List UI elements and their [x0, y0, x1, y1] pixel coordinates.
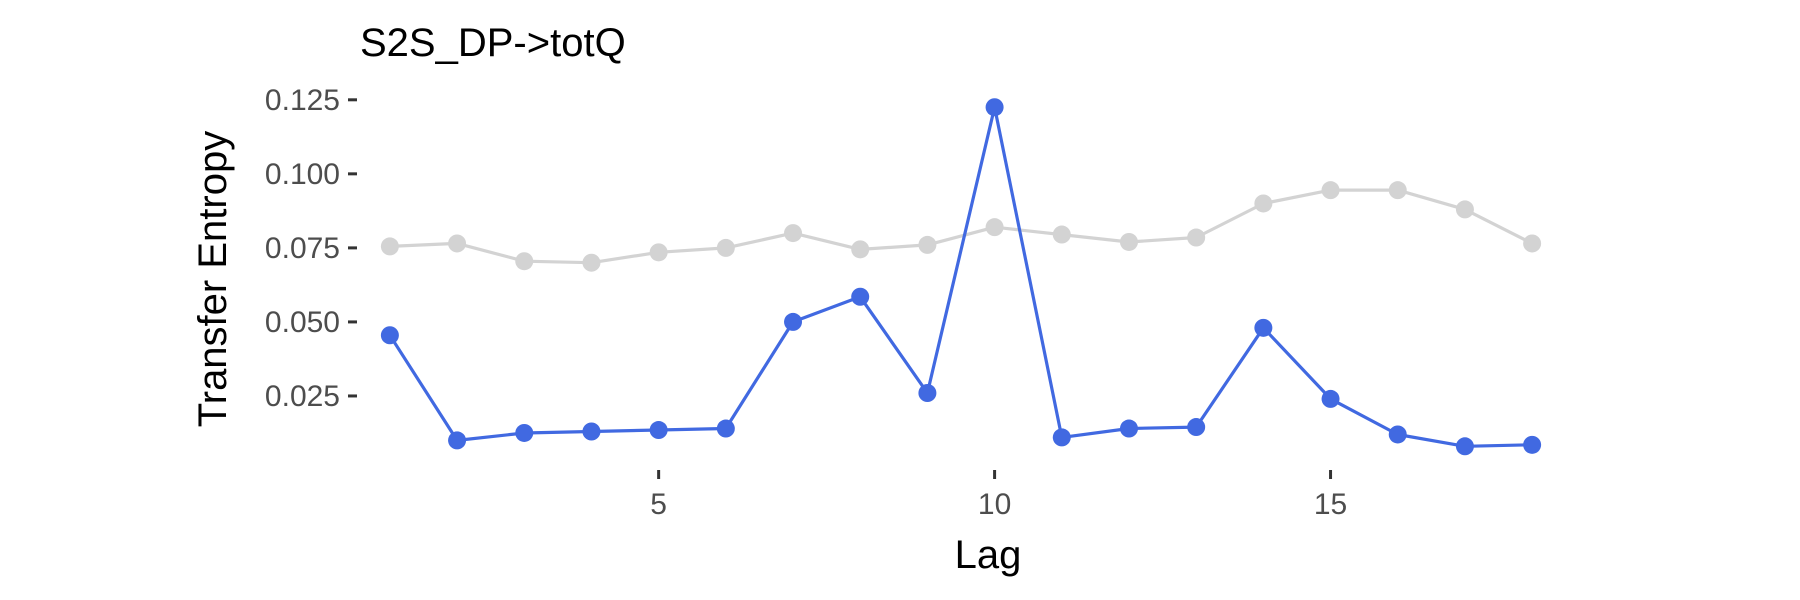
data-point: [784, 224, 803, 243]
data-point: [1119, 232, 1138, 251]
y-axis-label: Transfer Entropy: [191, 131, 235, 427]
data-point: [1187, 418, 1206, 437]
data-point: [1388, 425, 1407, 444]
y-tick-label: 0.125: [265, 84, 340, 117]
data-point: [1119, 419, 1138, 438]
data-point: [918, 235, 937, 254]
data-point: [1254, 194, 1273, 213]
data-point: [1052, 428, 1071, 447]
data-point: [985, 218, 1004, 237]
x-tick-label: 5: [650, 488, 667, 521]
data-point: [380, 326, 399, 345]
data-point: [1523, 234, 1542, 253]
series-line: [388, 105, 1534, 448]
data-point: [716, 238, 735, 257]
data-point: [1254, 318, 1273, 337]
data-point: [1052, 225, 1071, 244]
data-point: [582, 253, 601, 272]
data-point: [515, 423, 534, 442]
y-tick-label: 0.050: [265, 306, 340, 339]
data-point: [582, 422, 601, 441]
data-point: [1455, 200, 1474, 219]
data-point: [918, 384, 937, 402]
data-point: [649, 421, 668, 440]
series-layer: [380, 98, 1542, 456]
x-axis-label: Lag: [955, 533, 1022, 577]
data-point: [1523, 435, 1542, 454]
data-point: [1388, 181, 1407, 200]
chart-title: S2S_DP->totQ: [360, 21, 626, 65]
data-point: [1321, 181, 1340, 200]
data-point: [515, 252, 534, 271]
data-point: [716, 419, 735, 438]
data-point: [649, 243, 668, 262]
data-point: [1187, 228, 1206, 247]
y-tick-label: 0.075: [265, 232, 340, 265]
data-point: [851, 240, 870, 259]
data-point: [985, 98, 1004, 117]
series-line: [388, 188, 1534, 265]
data-point: [448, 234, 467, 253]
y-axis: 0.025 0.050 0.075 0.100 0.125: [265, 84, 357, 413]
y-tick-label: 0.100: [265, 158, 340, 191]
data-point: [1455, 437, 1474, 456]
data-point: [380, 237, 399, 256]
x-tick-label: 15: [1314, 488, 1347, 521]
x-axis: 5 10 15: [650, 470, 1347, 521]
data-point: [1321, 389, 1340, 408]
x-tick-label: 10: [978, 488, 1011, 521]
data-point: [851, 287, 870, 306]
y-tick-label: 0.025: [265, 380, 340, 413]
data-point: [784, 312, 803, 331]
series-0: [380, 181, 1542, 272]
series-1: [380, 98, 1542, 456]
data-point: [448, 431, 467, 450]
